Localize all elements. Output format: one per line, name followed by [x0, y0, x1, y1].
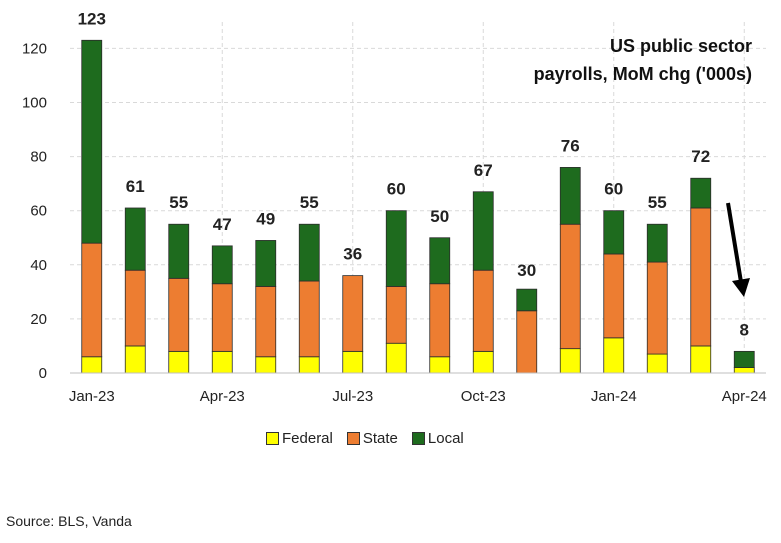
bar-local [429, 237, 451, 285]
bar-state [385, 286, 407, 344]
x-tick-label: Jan-23 [69, 388, 115, 405]
bar-state [429, 283, 451, 358]
y-tick-label: 20 [30, 311, 47, 328]
bar-total-label: 60 [387, 180, 406, 199]
bar-total-label: 49 [256, 209, 275, 228]
bar-federal [646, 353, 668, 374]
legend: Federal State Local [266, 430, 478, 447]
y-tick-label: 60 [30, 203, 47, 220]
bar-local [385, 210, 407, 287]
bar-federal [472, 350, 494, 374]
bar-local [255, 240, 277, 287]
bar-state [472, 269, 494, 352]
bar-local [646, 223, 668, 263]
bar-local [168, 223, 190, 279]
y-tick-label: 80 [30, 149, 47, 166]
bar-total-label: 8 [740, 320, 749, 339]
bar-total-label: 60 [604, 180, 623, 199]
bar-total-label: 67 [474, 161, 493, 180]
bar-state [124, 269, 146, 347]
bar-local [733, 350, 755, 368]
bar-federal [255, 356, 277, 374]
source-note: Source: BLS, Vanda [6, 513, 132, 529]
bar-total-label: 72 [691, 147, 710, 166]
bar-federal [211, 350, 233, 374]
bar-federal [298, 356, 320, 374]
x-tick-label: Oct-23 [461, 388, 506, 405]
bar-state [516, 310, 538, 374]
bar-federal [342, 350, 364, 374]
bar-federal [429, 356, 451, 374]
legend-label-state: State [362, 430, 398, 447]
bar-state [603, 253, 625, 339]
bar-total-label: 123 [78, 9, 106, 28]
x-axis: Jan-23 Apr-23 Jul-23 Oct-23 Jan-24 Apr-24 [69, 388, 767, 405]
bar-local [124, 207, 146, 271]
y-tick-label: 40 [30, 257, 47, 274]
bar-local [603, 210, 625, 255]
legend-swatch-state [346, 432, 360, 445]
bar-federal [81, 356, 103, 374]
bar-local [516, 288, 538, 312]
bar-total-label: 30 [517, 261, 536, 280]
bar-total-label: 50 [430, 207, 449, 226]
y-axis: 0 20 40 60 80 100 120 [22, 40, 47, 382]
bar-federal [733, 367, 755, 374]
legend-label-local: Local [427, 430, 464, 447]
legend-item-local: Local [411, 430, 464, 447]
bar-local [472, 191, 494, 271]
bar-state [690, 207, 712, 347]
bar-local [690, 177, 712, 209]
chart: 0 20 40 60 80 100 120 123 61 55 47 49 55 36 60 50 67 30 7… [22, 9, 767, 405]
x-tick-label: Apr-23 [200, 388, 245, 405]
bar-state [81, 242, 103, 358]
down-arrow-icon [726, 202, 750, 297]
bar-state [255, 286, 277, 358]
bar-local [81, 39, 103, 244]
x-tick-label: Jan-24 [591, 388, 637, 405]
y-tick-label: 120 [22, 40, 47, 57]
legend-label-federal: Federal [282, 430, 333, 447]
bar-state [168, 277, 190, 352]
bar-state [559, 223, 581, 350]
bar-state [646, 261, 668, 355]
x-tick-label: Jul-23 [332, 388, 373, 405]
bars [81, 39, 755, 374]
bar-total-label: 47 [213, 215, 232, 234]
total-labels: 123 61 55 47 49 55 36 60 50 67 30 76 60 55 72 8 [78, 9, 749, 339]
legend-item-state: State [346, 430, 398, 447]
bar-federal [385, 342, 407, 374]
bar-total-label: 55 [648, 193, 667, 212]
legend-swatch-federal [266, 432, 279, 445]
legend-item-federal: Federal [266, 430, 333, 447]
y-tick-label: 0 [39, 365, 47, 382]
bar-federal [124, 345, 146, 374]
bar-federal [168, 350, 190, 374]
chart-title-line-2: payrolls, MoM chg ('000s) [534, 64, 752, 84]
legend-swatch-local [411, 432, 425, 445]
bar-total-label: 55 [169, 193, 188, 212]
bar-local [211, 245, 233, 285]
chart-title-line-1: US public sector [610, 36, 752, 56]
bar-total-label: 55 [300, 193, 319, 212]
bar-state [342, 275, 364, 352]
bar-local [298, 223, 320, 282]
y-tick-label: 100 [22, 95, 47, 112]
bar-federal [690, 345, 712, 374]
x-tick-label: Apr-24 [722, 388, 767, 405]
bar-federal [603, 337, 625, 374]
bar-total-label: 61 [126, 177, 145, 196]
bar-state [298, 280, 320, 358]
bar-total-label: 36 [343, 245, 362, 264]
bar-state [211, 283, 233, 352]
bar-federal [559, 348, 581, 374]
bar-total-label: 76 [561, 136, 580, 155]
bar-local [559, 167, 581, 225]
